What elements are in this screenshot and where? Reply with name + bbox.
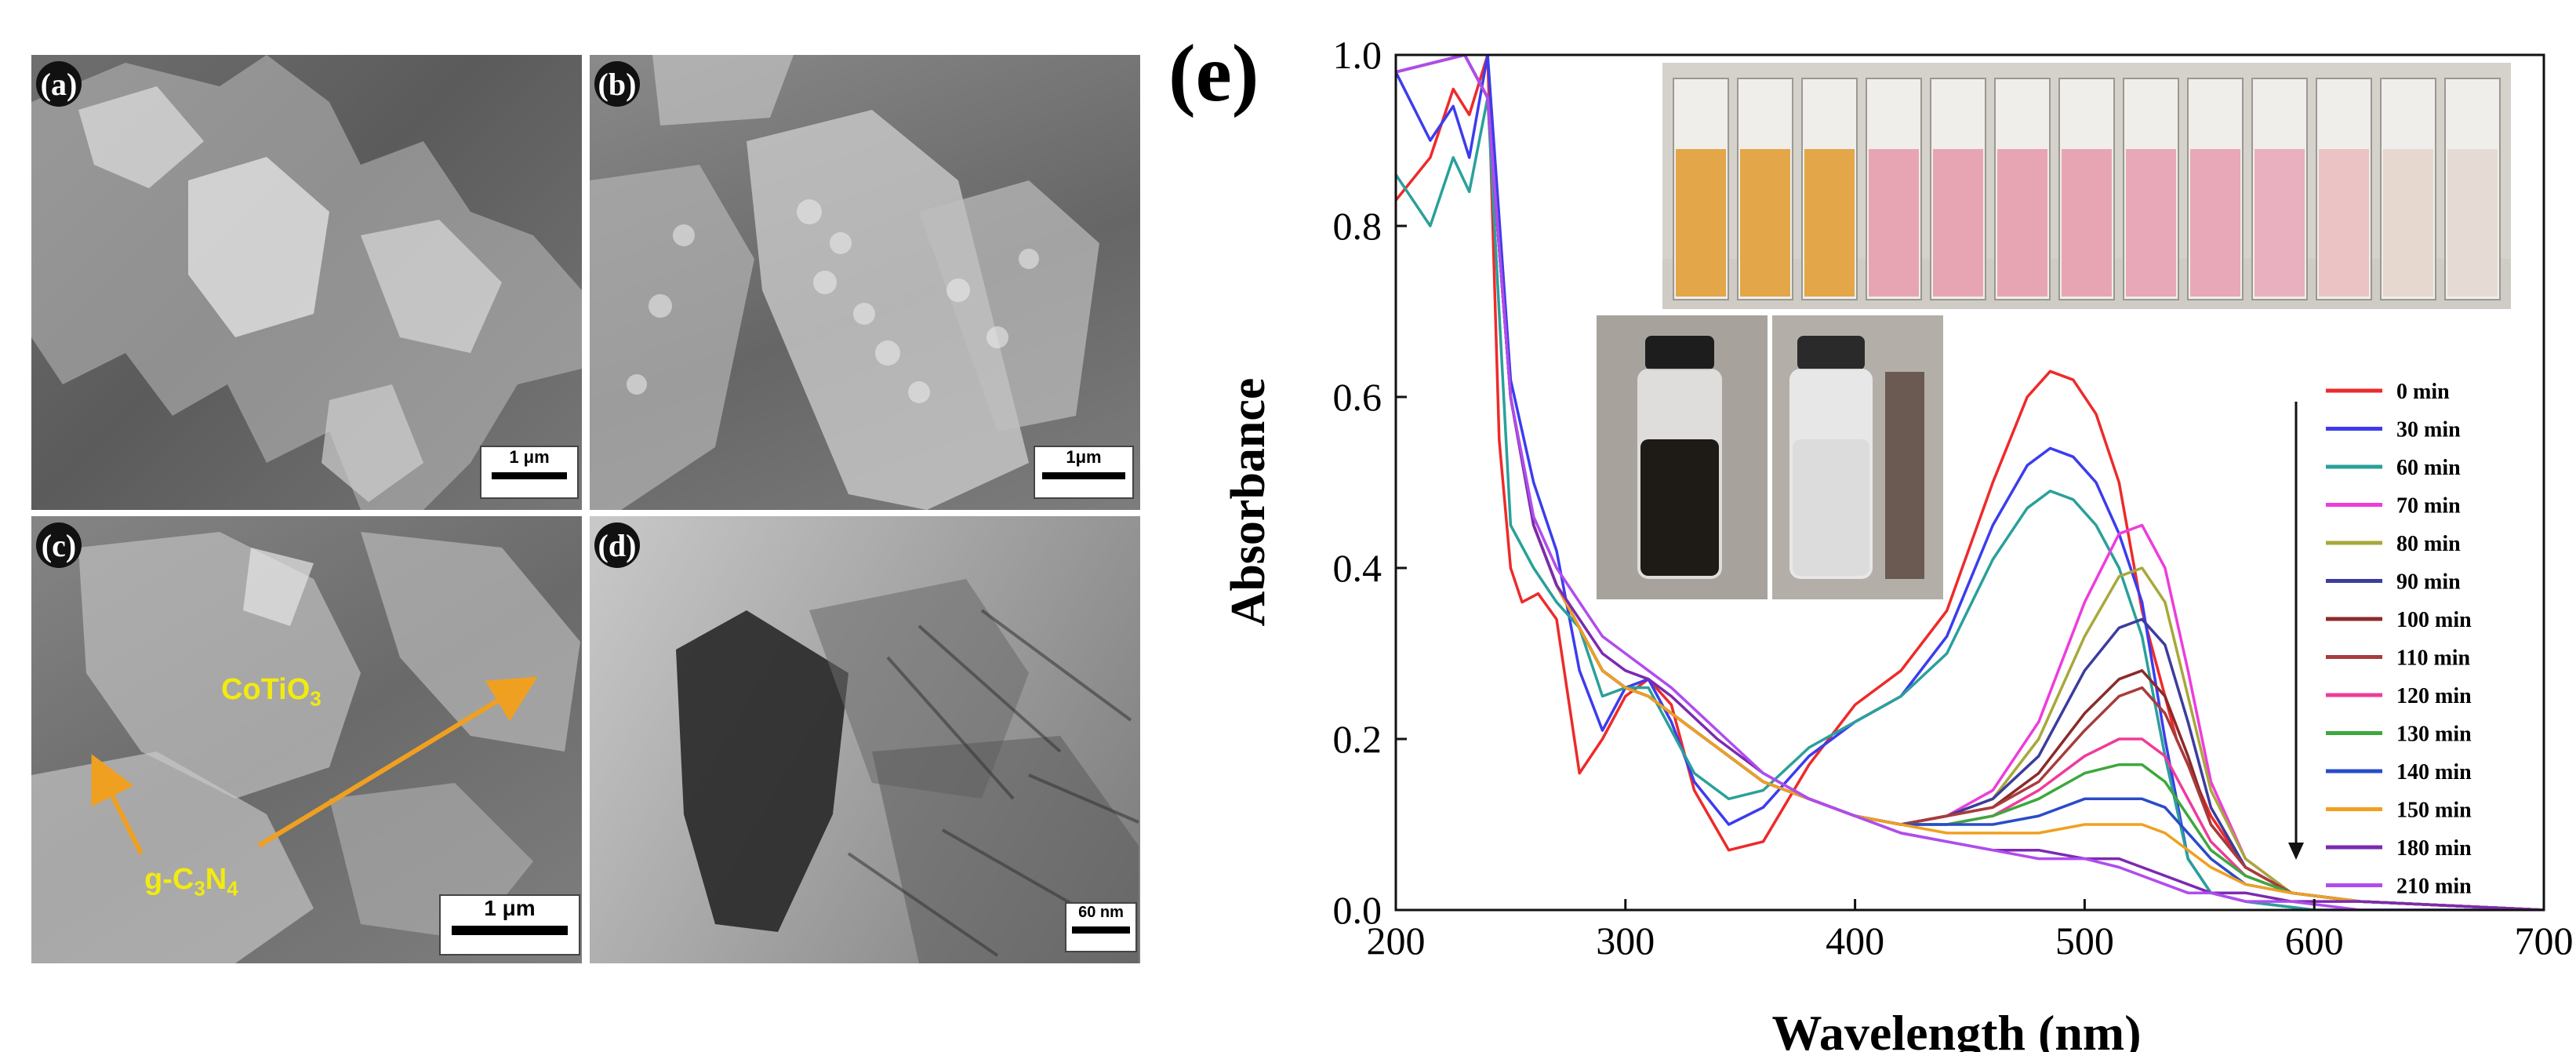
label-gc3n4-sub1: 3	[194, 876, 205, 901]
vial-cap-clear	[1797, 336, 1865, 370]
legend-label: 150 min	[2396, 799, 2472, 823]
cuvette-solution	[2126, 149, 2176, 297]
scale-text-b: 1μm	[1066, 447, 1102, 467]
sem-panel-b: (b) 1μm	[590, 55, 1140, 510]
y-tick-label: 0.0	[1333, 888, 1382, 932]
scale-text-a: 1 μm	[509, 447, 550, 467]
cuvette-solution	[2383, 149, 2433, 297]
x-tick-label: 300	[1596, 919, 1655, 963]
vials-photo-inset-1	[1597, 315, 1768, 599]
y-tick-label: 0.4	[1333, 546, 1382, 590]
series-line-210-min	[1396, 55, 2544, 910]
y-tick-label: 1.0	[1333, 33, 1382, 77]
legend-label: 90 min	[2396, 570, 2461, 595]
vials-photo-inset-2	[1772, 315, 1943, 599]
x-tick-label: 700	[2515, 919, 2574, 963]
legend-label: 30 min	[2396, 418, 2461, 442]
cuvette-solution	[1804, 149, 1855, 297]
series-line-30-min	[1396, 55, 2544, 910]
arrow-to-right-particle	[257, 676, 538, 848]
x-tick-label: 400	[1826, 919, 1884, 963]
legend-label: 140 min	[2396, 760, 2472, 784]
cuvette-solution	[2190, 149, 2240, 297]
cuvette-solution	[1740, 149, 1790, 297]
legend-label: 110 min	[2396, 646, 2471, 671]
sem-texture-b	[590, 55, 1099, 510]
panel-label-b: (b)	[594, 61, 640, 107]
plot-frame	[1394, 53, 2545, 912]
legend-label: 70 min	[2396, 494, 2461, 519]
cuvette-solution	[2062, 149, 2112, 297]
legend-label: 130 min	[2396, 723, 2472, 747]
tem-texture-d	[676, 579, 1139, 963]
scale-text-c: 1 μm	[484, 896, 536, 920]
panel-label-a: (a)	[36, 61, 82, 107]
y-tick-label: 0.6	[1333, 375, 1382, 419]
vial-liquid-clear	[1793, 439, 1869, 576]
y-tick-label: 0.8	[1333, 204, 1382, 248]
panel-label-e: (e)	[1168, 28, 1259, 118]
label-cotio3-sub: 3	[310, 686, 322, 711]
panel-label-c: (c)	[36, 522, 82, 568]
cuvette-solution	[2447, 149, 2498, 297]
scale-text-d: 60 nm	[1078, 904, 1124, 921]
legend-label: 180 min	[2396, 836, 2472, 861]
panel-label-d: (d)	[594, 522, 640, 568]
x-tick-label: 200	[1367, 919, 1426, 963]
cuvette-solution	[2254, 149, 2305, 297]
y-axis-label: Absorbance	[1222, 378, 1275, 627]
series-line-60-min	[1396, 96, 2544, 910]
scale-bar-c: 1 μm	[439, 894, 580, 956]
x-tick-label: 600	[2285, 919, 2344, 963]
cuvette-solution	[1997, 149, 2047, 297]
cuvette-solution	[1869, 149, 1919, 297]
legend-label: 60 min	[2396, 456, 2461, 480]
scale-bar-d: 60 nm	[1065, 902, 1137, 952]
legend-label: 0 min	[2396, 380, 2450, 404]
cuvettes-photo-inset	[1662, 63, 2511, 309]
vial-cap-dark	[1645, 336, 1714, 370]
arrow-to-left-particle	[91, 754, 144, 855]
tem-panel-d: (d) 60 nm	[590, 516, 1140, 963]
cuvette-solution	[1676, 149, 1726, 297]
scale-bar-b: 1μm	[1034, 446, 1134, 499]
sem-texture-a	[31, 55, 582, 510]
label-gc3n4: g-C3N4	[144, 863, 238, 901]
series-line-0-min	[1396, 55, 2544, 910]
legend-label: 120 min	[2396, 684, 2472, 708]
sem-panel-a: (a) 1 μm	[31, 55, 582, 510]
sem-panel-c: (c) CoTiO3 g-C3N4 1 μm	[31, 516, 582, 963]
x-tick-label: 500	[2055, 919, 2114, 963]
label-gc3n4-sub2: 4	[227, 876, 238, 901]
legend-arrow	[2288, 402, 2304, 860]
vial-liquid-dark	[1640, 439, 1719, 576]
label-gc3n4-part1: g-C	[144, 863, 194, 896]
legend-label: 80 min	[2396, 532, 2461, 556]
chart-legend: 0 min 30 min 60 min 70 min 80 min 90 min 100 m…	[2326, 380, 2472, 899]
y-tick-label: 0.2	[1333, 717, 1382, 761]
legend-label: 100 min	[2396, 608, 2472, 632]
annotation-arrows	[91, 676, 538, 855]
magnet-block	[1885, 372, 1924, 579]
x-axis-label: Wavelength (nm)	[1771, 1005, 2141, 1052]
cuvette-solution	[1933, 149, 1983, 297]
label-cotio3: CoTiO3	[221, 673, 322, 712]
legend-label: 210 min	[2396, 875, 2472, 899]
label-cotio3-text: CoTiO	[221, 673, 311, 706]
scale-bar-a: 1 μm	[480, 446, 579, 499]
label-gc3n4-part2: N	[205, 863, 227, 896]
cuvette-solution	[2319, 149, 2369, 297]
